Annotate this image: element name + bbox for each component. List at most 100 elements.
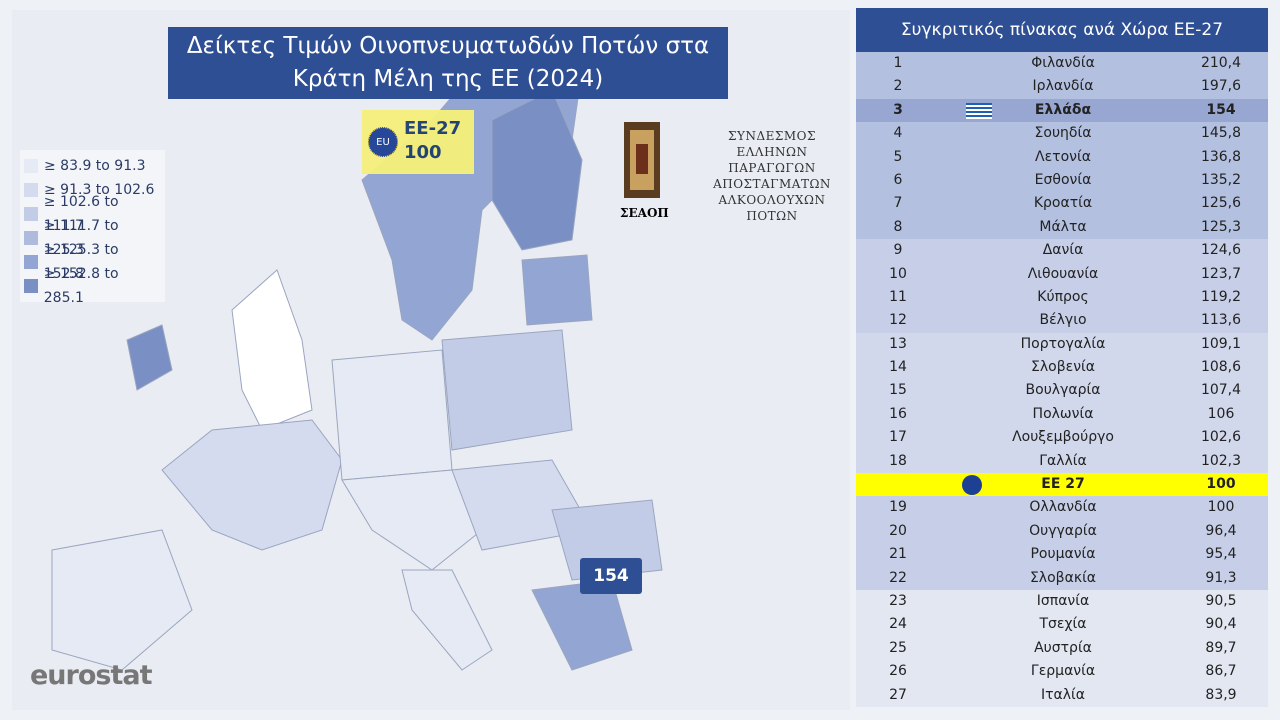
legend-label: ≥ 83.9 to 91.3 xyxy=(44,158,146,174)
rank: 21 xyxy=(889,546,907,563)
table-row: 10 Λιθουανία 123,7 xyxy=(856,262,1268,286)
value: 102,6 xyxy=(1200,429,1242,446)
value: 125,3 xyxy=(1200,218,1242,235)
country: Κύπρος xyxy=(1037,288,1089,305)
value: 107,4 xyxy=(1200,382,1242,399)
country: Δανία xyxy=(1042,242,1084,259)
country: Γαλλία xyxy=(1039,452,1087,469)
table-row: 15 Βουλγαρία 107,4 xyxy=(856,379,1268,403)
table-row: 23 Ισπανία 90,5 xyxy=(856,589,1268,614)
value: 95,4 xyxy=(1205,546,1237,563)
rank: 19 xyxy=(889,499,907,516)
value: 108,6 xyxy=(1200,359,1242,376)
table-row: 6 Εσθονία 135,2 xyxy=(856,168,1268,193)
table-row: 13 Πορτογαλία 109,1 xyxy=(856,332,1268,357)
value: 90,4 xyxy=(1205,616,1237,633)
value: 125,6 xyxy=(1200,195,1242,212)
country: Βέλγιο xyxy=(1039,312,1087,329)
value: 83,9 xyxy=(1205,686,1237,703)
map-title: Δείκτες Τιμών Οινοπνευματωδών Ποτών στα … xyxy=(168,27,728,99)
country: Σουηδία xyxy=(1034,125,1092,142)
logo: ΣΕΑΟΠ ΣΥΝΔΕΣΜΟΣ ΕΛΛΗΝΩΝ ΠΑΡΑΓΩΓΩΝ ΑΠΟΣΤΑΓΜ… xyxy=(620,120,845,230)
legend-swatch xyxy=(24,183,38,197)
table-row: 9 Δανία 124,6 xyxy=(856,239,1268,263)
country: Λετονία xyxy=(1035,148,1091,165)
table-row: 21 Ρουμανία 95,4 xyxy=(856,543,1268,567)
rank: 18 xyxy=(889,452,907,469)
legend-item: ≥ 125.3 to 152.8 xyxy=(24,242,161,282)
country: Ισπανία xyxy=(1036,592,1090,609)
title-line: Δείκτες Τιμών Οινοπνευματωδών Ποτών στα xyxy=(186,33,710,59)
rank: 27 xyxy=(889,686,907,703)
rank: 10 xyxy=(889,265,907,282)
table-row: 7 Κροατία 125,6 xyxy=(856,192,1268,216)
rank: 20 xyxy=(889,522,907,539)
country: Ουγγαρία xyxy=(1029,522,1097,539)
table-row: 16 Πολωνία 106 xyxy=(856,402,1268,427)
value: 100 xyxy=(1206,476,1236,493)
title-line: Κράτη Μέλη της ΕΕ (2024) xyxy=(292,66,604,92)
table-row: 11 Κύπρος 119,2 xyxy=(856,285,1268,310)
table-row: 25 Αυστρία 89,7 xyxy=(856,636,1268,661)
logo-icon xyxy=(624,122,660,198)
country: Φιλανδία xyxy=(1031,55,1095,71)
rank: 17 xyxy=(889,429,907,446)
legend-label: ≥ 152.8 to 285.1 xyxy=(43,266,119,306)
value: 197,6 xyxy=(1200,78,1242,95)
value: 136,8 xyxy=(1200,148,1242,165)
legend-item: ≥ 91.3 to 102.6 xyxy=(24,178,161,202)
value: 113,6 xyxy=(1200,312,1242,329)
value: 102,3 xyxy=(1200,452,1242,469)
rank: 12 xyxy=(889,312,907,329)
source-logo: eurostat xyxy=(30,660,153,691)
country: Λιθουανία xyxy=(1027,265,1099,282)
country: Λουξεμβούργο xyxy=(1012,429,1114,446)
eu-value: 100 xyxy=(404,142,442,163)
rank: 24 xyxy=(889,616,907,633)
country: Πορτογαλία xyxy=(1020,335,1106,352)
table-row: 12 Βέλγιο 113,6 xyxy=(856,309,1268,333)
legend: ≥ 83.9 to 91.3 ≥ 91.3 to 102.6 ≥ 102.6 to … xyxy=(20,150,165,306)
table-row: 26 Γερμανία 86,7 xyxy=(856,660,1268,684)
logo-line: ΑΠΟΣΤΑΓΜΑΤΩΝ xyxy=(713,177,831,191)
table-row: 20 Ουγγαρία 96,4 xyxy=(856,519,1268,544)
table-row: 24 Τσεχία 90,4 xyxy=(856,613,1268,637)
rank: 1 xyxy=(893,55,903,71)
rank: 3 xyxy=(893,101,903,118)
country: Ολλανδία xyxy=(1029,499,1097,516)
rank: 22 xyxy=(889,569,907,586)
logo-text: ΣΥΝΔΕΣΜΟΣ ΕΛΛΗΝΩΝ ΠΑΡΑΓΩΓΩΝ ΑΠΟΣΤΑΓΜΑΤΩΝ ΑΛ… xyxy=(702,128,842,224)
legend-swatch xyxy=(24,279,38,293)
rank: 13 xyxy=(889,335,907,352)
logo-line: ΠΟΤΩΝ xyxy=(746,209,798,223)
value: 100 xyxy=(1207,499,1235,516)
country: Ιταλία xyxy=(1040,686,1086,703)
table-row: ΕΕ 27 100 xyxy=(856,473,1268,497)
country: ΕΕ 27 xyxy=(1041,476,1085,493)
table-row: 8 Μάλτα 125,3 xyxy=(856,215,1268,240)
value: 96,4 xyxy=(1205,522,1237,539)
logo-line: ΣΥΝΔΕΣΜΟΣ xyxy=(728,129,816,143)
value: 123,7 xyxy=(1200,265,1242,282)
country: Ρουμανία xyxy=(1030,546,1096,563)
rank: 5 xyxy=(893,148,903,165)
country: Ελλάδα xyxy=(1034,101,1092,118)
value: 109,1 xyxy=(1200,335,1242,352)
logo-line: ΕΛΛΗΝΩΝ ΠΑΡΑΓΩΓΩΝ xyxy=(728,145,816,175)
rank: 6 xyxy=(893,171,903,188)
legend-label: ≥ 91.3 to 102.6 xyxy=(44,182,155,198)
value: 154 xyxy=(1206,101,1236,118)
country: Σλοβενία xyxy=(1031,359,1095,376)
rank: 23 xyxy=(889,592,907,609)
table-row: 4 Σουηδία 145,8 xyxy=(856,122,1268,146)
rank: 7 xyxy=(893,195,903,212)
value: 145,8 xyxy=(1200,125,1242,142)
legend-swatch xyxy=(24,207,38,221)
legend-swatch xyxy=(24,255,38,269)
logo-abbr: ΣΕΑΟΠ xyxy=(620,206,669,220)
country: Σλοβακία xyxy=(1029,569,1097,586)
table: Συγκριτικός πίνακας ανά Χώρα ΕΕ-27 1 Φιλα… xyxy=(856,8,1268,712)
country: Αυστρία xyxy=(1034,639,1092,656)
legend-label: ≥ 111.7 to 125.3 xyxy=(43,218,119,258)
